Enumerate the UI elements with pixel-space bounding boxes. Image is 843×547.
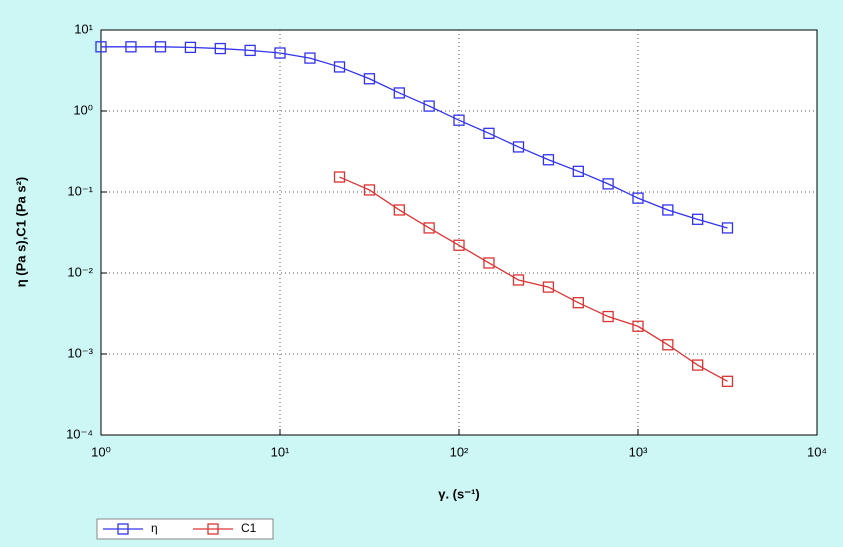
marker <box>721 222 734 234</box>
marker <box>363 73 376 85</box>
marker <box>542 281 555 293</box>
y-tick-label: 10¹ <box>74 21 93 36</box>
series-line <box>101 46 728 229</box>
marker <box>393 87 405 99</box>
x-tick-label: 10¹ <box>271 444 290 459</box>
marker <box>662 339 674 351</box>
marker <box>423 222 435 234</box>
marker <box>483 127 495 139</box>
y-tick-label: 10⁻¹ <box>67 183 93 198</box>
marker <box>214 42 226 55</box>
x-axis-label: γ. (s⁻¹) <box>438 486 480 501</box>
marker <box>662 204 674 216</box>
marker <box>542 154 555 166</box>
x-tick-label: 10⁴ <box>807 444 827 459</box>
y-tick-label: 10⁻⁴ <box>66 426 93 441</box>
marker <box>692 359 704 371</box>
marker <box>512 274 525 286</box>
legend-label: C1 <box>241 521 257 535</box>
legend-label: η <box>151 521 158 535</box>
x-tick-label: 10² <box>450 444 469 459</box>
marker <box>483 257 495 269</box>
marker <box>333 171 346 183</box>
marker <box>363 184 376 196</box>
marker <box>453 239 465 251</box>
marker <box>602 178 614 190</box>
marker <box>721 375 734 387</box>
marker <box>423 100 435 112</box>
marker <box>304 52 316 64</box>
marker <box>572 165 584 177</box>
y-axis-label: η (Pa s),C1 (Pa s²) <box>13 177 28 288</box>
marker <box>453 114 465 126</box>
legend-marker <box>207 523 219 535</box>
marker <box>333 61 346 73</box>
marker <box>95 41 107 53</box>
plot-area <box>100 29 818 436</box>
marker <box>184 41 197 54</box>
marker <box>632 192 644 204</box>
y-tick-label: 10⁻² <box>67 264 93 279</box>
x-tick-label: 10³ <box>629 444 648 459</box>
legend-marker <box>117 523 129 535</box>
y-tick-label: 10⁻³ <box>67 345 93 360</box>
marker <box>125 41 137 53</box>
marker <box>512 141 525 153</box>
y-tick-label: 10⁰ <box>73 102 93 117</box>
marker <box>274 47 286 59</box>
legend-box <box>96 518 274 540</box>
marker <box>602 310 614 323</box>
marker <box>632 320 644 332</box>
marker <box>692 213 704 225</box>
x-tick-label: 10⁰ <box>91 444 111 459</box>
marker <box>393 204 405 216</box>
marker <box>154 41 167 53</box>
marker <box>244 44 256 57</box>
marker <box>572 297 584 309</box>
